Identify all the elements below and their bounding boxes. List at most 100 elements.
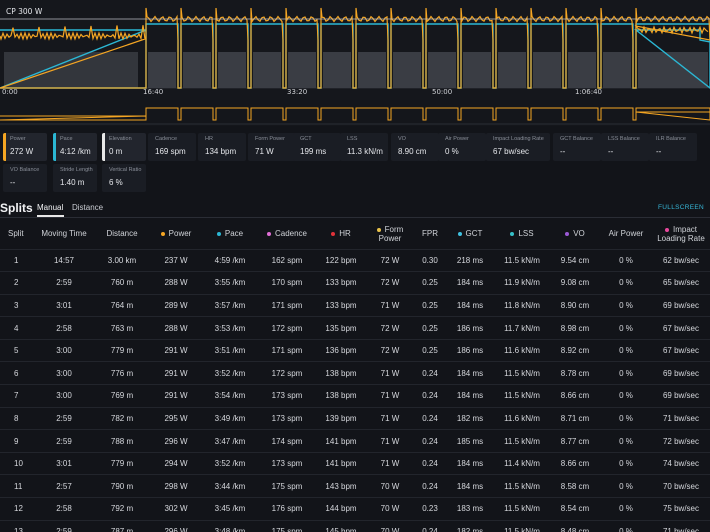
table-cell: 0 %	[600, 519, 652, 532]
table-cell: 0 %	[600, 338, 652, 362]
metric-card-hr[interactable]: HR 134 bpm	[198, 133, 246, 161]
table-cell: 70 W	[366, 519, 414, 532]
tab-distance[interactable]: Distance	[72, 203, 104, 212]
time-tick-label: 50:00	[432, 88, 453, 96]
column-header-label: Impact Loading Rate	[657, 224, 705, 243]
column-header[interactable]: Air Power	[600, 219, 652, 249]
column-header[interactable]: Moving Time	[34, 219, 94, 249]
table-cell: 184 ms	[446, 451, 494, 475]
metric-card-air-power[interactable]: Air Power 0 %	[438, 133, 486, 161]
metric-card-form-power[interactable]: Form Power 71 W	[248, 133, 296, 161]
column-header[interactable]: LSS	[494, 219, 550, 249]
elevation-block	[4, 52, 138, 88]
overview-minimap[interactable]	[0, 100, 710, 126]
activity-chart[interactable]: CP 300 W	[0, 0, 710, 100]
table-cell: 72 W	[366, 338, 414, 362]
table-row[interactable]: 11 2:57 790 m 298 W 3:44 /km 175 spm 143 bpm 70…	[0, 474, 710, 498]
table-cell: 3:52 /km	[202, 451, 258, 475]
table-row[interactable]: 13 2:59 787 m 296 W 3:48 /km 175 spm 145 bpm 70…	[0, 519, 710, 532]
table-cell: 0.25	[414, 316, 446, 340]
table-row[interactable]: 12 2:58 792 m 302 W 3:45 /km 176 spm 144 bpm 70…	[0, 497, 710, 521]
column-header[interactable]: Form Power	[366, 219, 414, 249]
table-row[interactable]: 10 3:01 779 m 294 W 3:52 /km 173 spm 141 bpm 71…	[0, 451, 710, 475]
table-row[interactable]: 1 14:57 3.00 km 237 W 4:59 /km 162 spm 122 bpm…	[0, 248, 710, 272]
table-cell: 296 W	[150, 429, 202, 453]
column-header[interactable]: FPR	[414, 219, 446, 249]
table-cell: 1	[0, 248, 34, 272]
table-cell: 790 m	[94, 474, 150, 498]
table-cell: 69 bw/sec	[652, 361, 710, 385]
metric-card-lss[interactable]: LSS 11.3 kN/m	[340, 133, 388, 161]
table-cell: 75 bw/sec	[652, 497, 710, 521]
metric-label: Form Power	[255, 136, 285, 142]
metric-card-elevation[interactable]: Elevation 0 m	[102, 133, 146, 161]
table-row[interactable]: 7 3:00 769 m 291 W 3:54 /km 173 spm 138 bpm 71 …	[0, 384, 710, 408]
table-cell: 8.54 cm	[550, 497, 600, 521]
elevation-block	[533, 52, 561, 88]
table-cell: 3:45 /km	[202, 497, 258, 521]
table-cell: 0 %	[600, 429, 652, 453]
metric-card-gct[interactable]: GCT 199 ms	[293, 133, 341, 161]
column-header[interactable]: HR	[316, 219, 366, 249]
tab-manual[interactable]: Manual	[37, 203, 64, 212]
table-cell: 3:48 /km	[202, 519, 258, 532]
metric-card-lss-balance[interactable]: LSS Balance --	[601, 133, 649, 161]
table-row[interactable]: 8 2:59 782 m 295 W 3:49 /km 173 spm 139 bpm 71 …	[0, 406, 710, 430]
table-cell: 67 bw/sec	[652, 338, 710, 362]
table-cell: 11.5 kN/m	[494, 519, 550, 532]
column-header-label: VO	[573, 229, 585, 239]
table-cell: 0 %	[600, 406, 652, 430]
column-header[interactable]: VO	[550, 219, 600, 249]
metric-card-stride-length[interactable]: Stride Length 1.40 m	[53, 164, 97, 192]
metric-card-pace[interactable]: Pace 4:12 /km	[53, 133, 97, 161]
table-cell: 70 W	[366, 497, 414, 521]
table-cell: 8.92 cm	[550, 338, 600, 362]
table-cell: 298 W	[150, 474, 202, 498]
table-cell: 11.5 kN/m	[494, 429, 550, 453]
table-cell: 4	[0, 316, 34, 340]
table-cell: 8.66 cm	[550, 384, 600, 408]
table-cell: 782 m	[94, 406, 150, 430]
column-header[interactable]: Distance	[94, 219, 150, 249]
column-header[interactable]: Impact Loading Rate	[652, 219, 710, 249]
table-cell: 2:59	[34, 406, 94, 430]
table-row[interactable]: 5 3:00 779 m 291 W 3:51 /km 171 spm 136 bpm 72 …	[0, 338, 710, 362]
table-row[interactable]: 9 2:59 788 m 296 W 3:47 /km 174 spm 141 bpm 71 …	[0, 429, 710, 453]
metric-color-bar	[102, 133, 105, 161]
metric-card-impact-loading-rate[interactable]: Impact Loading Rate 67 bw/sec	[486, 133, 550, 161]
metric-card-ilr-balance[interactable]: ILR Balance --	[649, 133, 697, 161]
metric-card-cadence[interactable]: Cadence 169 spm	[148, 133, 196, 161]
column-header[interactable]: Split	[0, 219, 34, 249]
table-row[interactable]: 2 2:59 760 m 288 W 3:55 /km 170 spm 133 bpm 72 …	[0, 271, 710, 295]
metric-label: Power	[10, 136, 26, 142]
table-row[interactable]: 3 3:01 764 m 289 W 3:57 /km 171 spm 133 bpm 71 …	[0, 293, 710, 317]
table-cell: 0.23	[414, 497, 446, 521]
fullscreen-button[interactable]: FULLSCREEN	[658, 204, 704, 211]
table-row[interactable]: 4 2:58 763 m 288 W 3:53 /km 172 spm 135 bpm 72 …	[0, 316, 710, 340]
metric-label: Air Power	[445, 136, 469, 142]
metric-value: 11.3 kN/m	[347, 147, 383, 156]
metric-value: 0 %	[445, 147, 459, 156]
metric-card-vertical-ratio[interactable]: Vertical Ratio 6 %	[102, 164, 146, 192]
metric-card-vo-balance[interactable]: VO Balance --	[3, 164, 47, 192]
table-cell: 8.66 cm	[550, 451, 600, 475]
time-tick-label: 1:06:40	[575, 88, 602, 96]
column-header[interactable]: Cadence	[258, 219, 316, 249]
series-dot-icon	[457, 232, 462, 237]
table-cell: 0.24	[414, 429, 446, 453]
table-cell: 3:00	[34, 338, 94, 362]
table-cell: 11.5 kN/m	[494, 248, 550, 272]
table-cell: 72 W	[366, 271, 414, 295]
table-cell: 8.71 cm	[550, 406, 600, 430]
table-cell: 11.4 kN/m	[494, 451, 550, 475]
column-header[interactable]: Pace	[202, 219, 258, 249]
column-header[interactable]: Power	[150, 219, 202, 249]
column-header[interactable]: GCT	[446, 219, 494, 249]
table-row[interactable]: 6 3:00 776 m 291 W 3:52 /km 172 spm 138 bpm 71 …	[0, 361, 710, 385]
metric-card-gct-balance[interactable]: GCT Balance --	[553, 133, 601, 161]
table-cell: 11.6 kN/m	[494, 406, 550, 430]
table-cell: 184 ms	[446, 361, 494, 385]
metric-card-power[interactable]: Power 272 W	[3, 133, 47, 161]
table-cell: 173 spm	[258, 406, 316, 430]
metric-card-vo[interactable]: VO 8.90 cm	[391, 133, 439, 161]
